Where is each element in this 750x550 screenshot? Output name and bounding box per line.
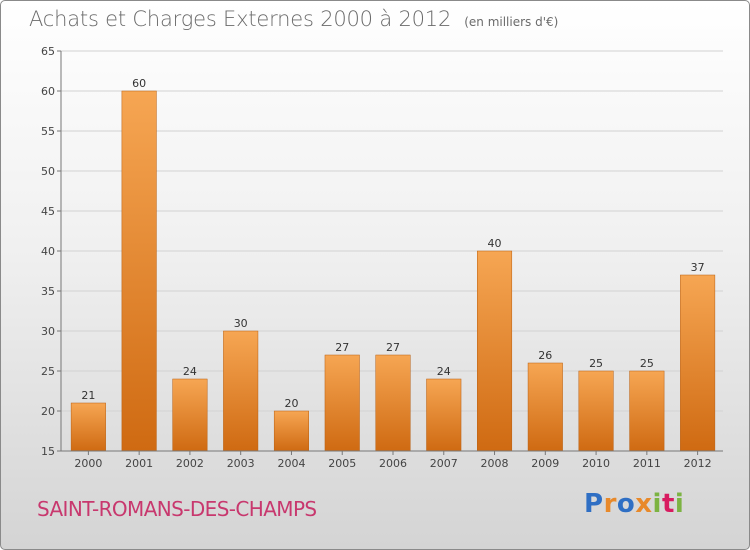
bar-2002 (172, 378, 208, 452)
y-tick-label: 25 (41, 365, 55, 378)
bar-2011 (629, 370, 665, 452)
x-axis-ticks: 2000 2001 2002 2003 2004 2005 2006 2007 2008 2009… (74, 451, 712, 470)
bar-2010 (578, 370, 614, 452)
y-tick-label: 65 (41, 45, 55, 58)
x-tick-label-2011: 2011 (633, 457, 661, 470)
y-tick-label: 50 (41, 165, 55, 178)
y-axis-ticks: 15 20 25 30 35 40 45 50 55 60 65 (41, 45, 61, 458)
grid-lines (61, 50, 723, 412)
data-label-2003: 30 (234, 317, 248, 330)
bar-2003 (223, 330, 259, 452)
x-tick-label-2003: 2003 (227, 457, 255, 470)
data-label-2011: 25 (640, 357, 654, 370)
y-tick-label: 40 (41, 245, 55, 258)
bar-2012 (680, 274, 716, 452)
y-tick-label: 55 (41, 125, 55, 138)
x-tick-label-2010: 2010 (582, 457, 610, 470)
data-label-2006: 27 (386, 341, 400, 354)
data-label-2007: 24 (437, 365, 451, 378)
chart-title: Achats et Charges Externes 2000 à 2012 (… (29, 7, 558, 31)
data-label-2000: 21 (81, 389, 95, 402)
place-name: SAINT-ROMANS-DES-CHAMPS (37, 497, 317, 521)
x-tick-label-2008: 2008 (481, 457, 509, 470)
y-tick-label: 45 (41, 205, 55, 218)
bar-2006 (375, 354, 411, 452)
logo-letter: i (652, 489, 662, 519)
logo-letter: r (603, 489, 617, 519)
logo-letter: P (584, 489, 604, 519)
data-label-2010: 25 (589, 357, 603, 370)
x-tick-label-2012: 2012 (684, 457, 712, 470)
bar-2008 (477, 250, 513, 452)
proxiti-logo: Proxiti (584, 489, 684, 519)
logo-letter: o (616, 489, 636, 519)
axes (60, 51, 723, 452)
data-label-2009: 26 (538, 349, 552, 362)
x-tick-label-2004: 2004 (277, 457, 305, 470)
data-label-2004: 20 (284, 397, 298, 410)
bar-2007 (426, 378, 462, 452)
chart-title-text: Achats et Charges Externes 2000 à 2012 (29, 7, 452, 31)
logo-letter: t (661, 489, 675, 519)
bar-2005 (324, 354, 360, 452)
bar-2009 (527, 362, 563, 452)
x-tick-label-2006: 2006 (379, 457, 407, 470)
data-label-2012: 37 (691, 261, 705, 274)
y-tick-label: 15 (41, 445, 55, 458)
bars: 21 60 24 30 20 27 27 24 40 26 25 25 37 (70, 77, 716, 452)
x-tick-label-2001: 2001 (125, 457, 153, 470)
logo-letter: x (635, 489, 653, 519)
logo-letter: i (674, 489, 685, 519)
bar-2001 (121, 90, 157, 452)
y-tick-label: 35 (41, 285, 55, 298)
bar-2000 (70, 402, 106, 452)
y-tick-label: 60 (41, 85, 55, 98)
data-label-2002: 24 (183, 365, 197, 378)
x-tick-label-2007: 2007 (430, 457, 458, 470)
data-label-2005: 27 (335, 341, 349, 354)
chart-unit-label: (en milliers d'€) (464, 15, 559, 29)
bar-2004 (273, 410, 309, 452)
data-label-2008: 40 (488, 237, 502, 250)
x-tick-label-2005: 2005 (328, 457, 356, 470)
y-tick-label: 30 (41, 325, 55, 338)
x-tick-label-2009: 2009 (531, 457, 559, 470)
x-tick-label-2000: 2000 (74, 457, 102, 470)
x-tick-label-2002: 2002 (176, 457, 204, 470)
y-tick-label: 20 (41, 405, 55, 418)
data-label-2001: 60 (132, 77, 146, 90)
